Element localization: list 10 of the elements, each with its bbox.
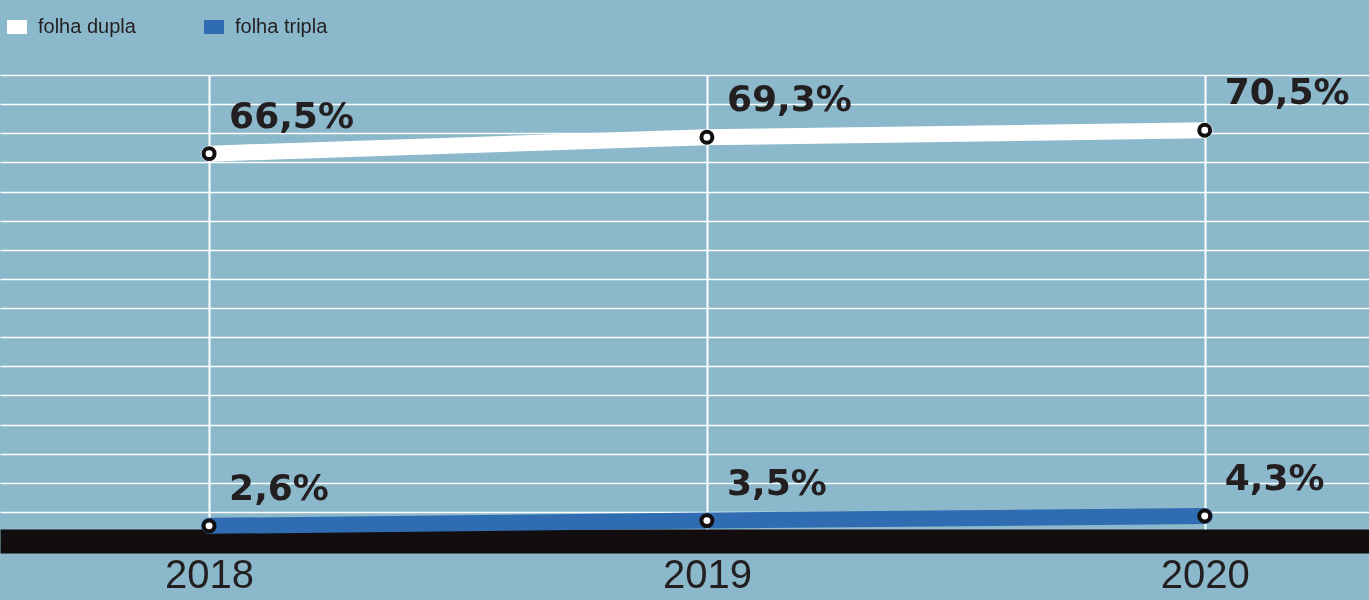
legend-label: folha tripla [235,15,329,37]
legend-label: folha dupla [38,15,137,37]
x-tick-label: 2018 [165,551,255,596]
data-label: 66,5% [229,94,354,136]
point [699,129,715,145]
x-tick-label: 2019 [662,551,752,596]
point [1197,122,1213,138]
data-label: 70,5% [1224,71,1350,113]
point [201,146,217,162]
x-tick-label: 2020 [1160,551,1250,596]
